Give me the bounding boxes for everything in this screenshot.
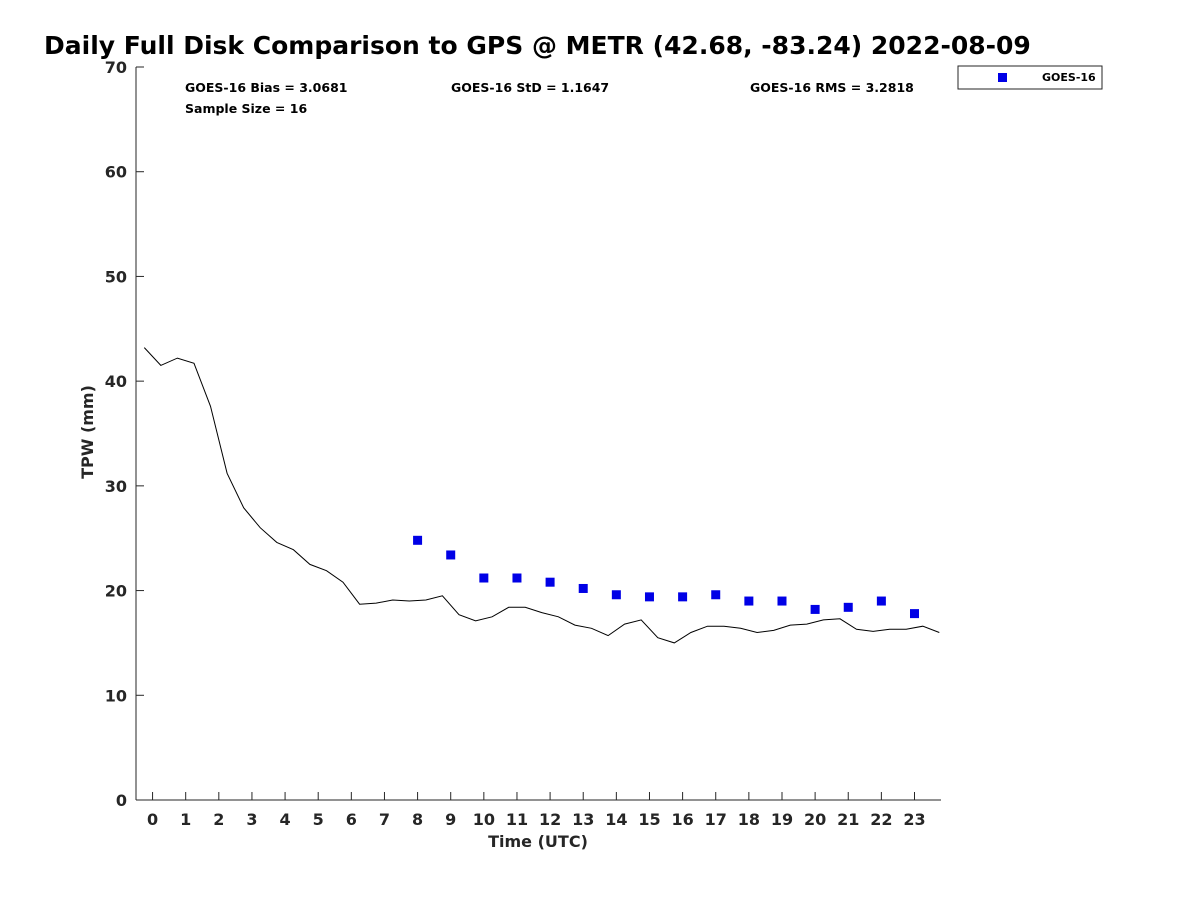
x-tick-label: 10 [473, 810, 495, 829]
goes16-point [611, 590, 621, 600]
x-tick-label: 16 [671, 810, 693, 829]
y-tick-label: 30 [105, 477, 127, 496]
x-tick-label: 3 [246, 810, 257, 829]
goes16-point [711, 590, 721, 600]
x-tick-label: 11 [506, 810, 528, 829]
x-tick-label: 20 [804, 810, 826, 829]
x-tick-label: 0 [147, 810, 158, 829]
x-tick-label: 9 [445, 810, 456, 829]
x-tick-label: 19 [771, 810, 793, 829]
legend-marker [998, 73, 1007, 82]
x-tick-label: 13 [572, 810, 594, 829]
y-tick-label: 70 [105, 58, 127, 77]
x-tick-label: 14 [605, 810, 627, 829]
goes16-point [446, 550, 456, 560]
y-tick-label: 10 [105, 686, 127, 705]
goes16-point [413, 535, 423, 545]
stat-sample-size: Sample Size = 16 [185, 101, 307, 116]
stat-bias: GOES-16 Bias = 3.0681 [185, 80, 347, 95]
x-tick-label: 8 [412, 810, 423, 829]
legend: GOES-16 [957, 65, 1103, 90]
chart-title: Daily Full Disk Comparison to GPS @ METR… [44, 31, 1031, 60]
goes16-point [578, 583, 588, 593]
goes16-point [777, 596, 787, 606]
goes16-point [512, 573, 522, 583]
gps-line [143, 347, 940, 644]
x-tick-label: 2 [213, 810, 224, 829]
y-axis-label: TPW (mm) [78, 385, 97, 479]
goes16-point [744, 596, 754, 606]
x-tick-label: 12 [539, 810, 561, 829]
x-tick-label: 17 [705, 810, 727, 829]
goes16-point [810, 604, 820, 614]
goes16-point [479, 573, 489, 583]
x-axis-label: Time (UTC) [488, 832, 588, 851]
goes16-point [678, 592, 688, 602]
x-tick-label: 6 [346, 810, 357, 829]
y-ticks: 0 10 20 30 40 50 60 70 [105, 58, 144, 810]
x-tick-label: 18 [738, 810, 760, 829]
legend-box [957, 65, 1103, 90]
goes16-point [876, 596, 886, 606]
gps-series [143, 347, 940, 644]
x-tick-label: 7 [379, 810, 390, 829]
goes16-point [644, 592, 654, 602]
x-tick-label: 23 [903, 810, 925, 829]
y-tick-label: 0 [116, 791, 127, 810]
x-ticks: 0 1 2 3 4 5 6 7 8 9 10 11 12 13 14 15 16 17 18 19 20 21 22 23 [147, 792, 926, 829]
x-tick-label: 22 [870, 810, 892, 829]
y-tick-label: 20 [105, 582, 127, 601]
y-tick-label: 40 [105, 372, 127, 391]
y-tick-label: 60 [105, 163, 127, 182]
x-tick-label: 15 [638, 810, 660, 829]
x-tick-label: 21 [837, 810, 859, 829]
x-tick-label: 4 [280, 810, 291, 829]
goes16-series [413, 535, 919, 619]
stat-std: GOES-16 StD = 1.1647 [451, 80, 609, 95]
x-tick-label: 1 [180, 810, 191, 829]
goes16-point [843, 602, 853, 612]
y-tick-label: 50 [105, 267, 127, 286]
stat-rms: GOES-16 RMS = 3.2818 [750, 80, 914, 95]
axes [135, 67, 941, 801]
legend-label: GOES-16 [1042, 71, 1096, 84]
goes16-point [545, 577, 555, 587]
goes16-point [909, 609, 919, 619]
x-tick-label: 5 [313, 810, 324, 829]
